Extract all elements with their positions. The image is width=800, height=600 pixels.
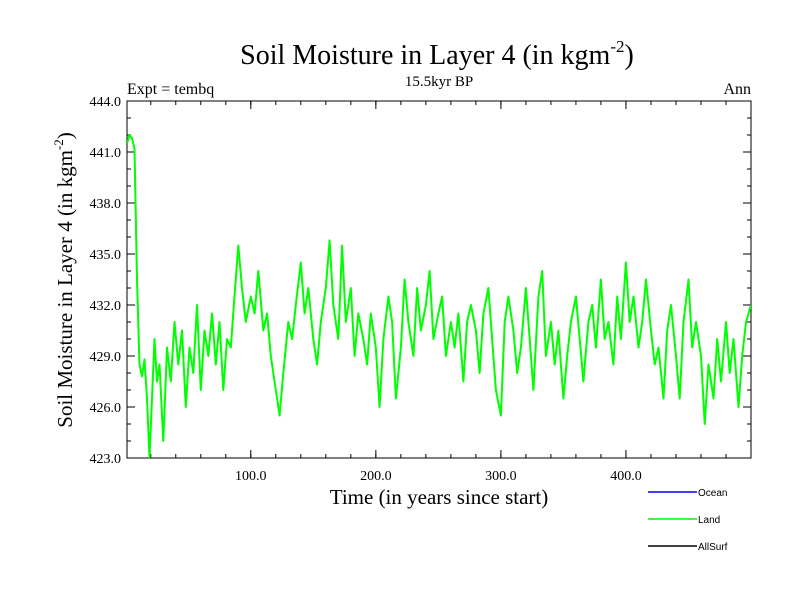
y-axis-title: Soil Moisture in Layer 4 (in kgm-2) xyxy=(51,132,77,427)
legend-label-allsurf: AllSurf xyxy=(698,542,728,553)
y-tick-label: 441.0 xyxy=(90,146,122,161)
chart-subtitle: 15.5kyr BP xyxy=(405,74,473,90)
chart-title-exponent: -2 xyxy=(610,37,624,56)
x-tick-label: 400.0 xyxy=(610,469,642,484)
x-tick-label: 200.0 xyxy=(360,469,392,484)
plot-area xyxy=(126,100,752,459)
series-line-land xyxy=(127,134,751,458)
legend-label-ocean: Ocean xyxy=(698,488,727,499)
y-tick-label: 426.0 xyxy=(90,401,122,416)
y-tick-label: 432.0 xyxy=(90,299,122,314)
y-tick-label: 444.0 xyxy=(90,95,122,110)
y-tick-label: 429.0 xyxy=(90,350,122,365)
x-axis-title: Time (in years since start) xyxy=(330,485,549,509)
x-tick-label: 300.0 xyxy=(485,469,517,484)
legend: Ocean Land AllSurf xyxy=(648,488,728,553)
y-axis-title-exponent: -2 xyxy=(51,139,66,150)
y-tick-label: 423.0 xyxy=(90,452,122,467)
experiment-label: Expt = tembq xyxy=(127,81,214,98)
legend-label-land: Land xyxy=(698,515,720,526)
x-tick-label: 100.0 xyxy=(235,469,267,484)
chart-title: Soil Moisture in Layer 4 (in kgm-2) xyxy=(240,37,634,71)
series-layer xyxy=(127,134,751,458)
y-axis: 423.0 426.0 429.0 432.0 435.0 438.0 441.0 444.0 xyxy=(90,95,751,467)
y-tick-label: 438.0 xyxy=(90,197,122,212)
y-tick-label: 435.0 xyxy=(90,248,122,263)
season-label: Ann xyxy=(723,81,751,98)
x-axis: 100.0 200.0 300.0 400.0 xyxy=(150,101,727,484)
